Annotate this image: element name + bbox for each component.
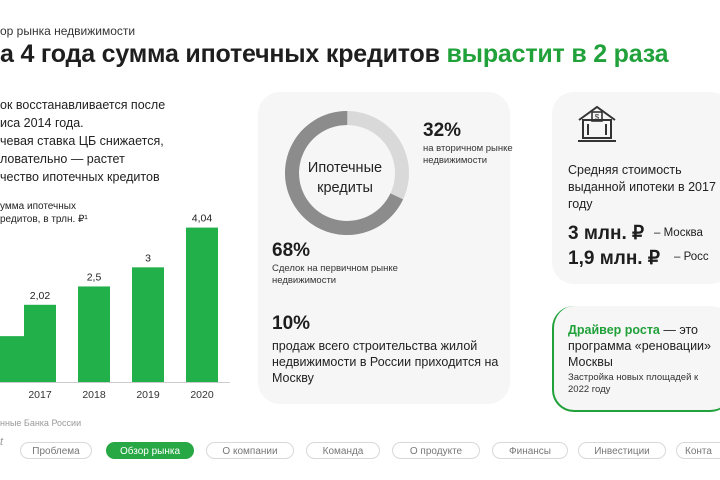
secondary-market-text: на вторичном рынке недвижимости: [423, 143, 513, 166]
growth-driver-rest: — это программа «реновации» Москвы: [568, 323, 711, 369]
russia-cost-label: – Росс: [674, 251, 709, 263]
bar-partial: [0, 336, 24, 382]
bar-value-label: 2,5: [87, 271, 102, 283]
moscow-share-text: продаж всего строительства жилой недвижи…: [272, 339, 499, 385]
growth-driver-highlight: Драйвер роста: [568, 323, 660, 337]
bar-2017: [24, 304, 56, 382]
intro-text: ок восстанавливается после иса 2014 года…: [0, 96, 200, 186]
intro-line: чевая ставка ЦБ снижается,: [0, 134, 164, 148]
x-tick-label: 2020: [190, 389, 214, 401]
nav-tab-about-product[interactable]: О продукте: [392, 442, 480, 459]
page-headline: а 4 года сумма ипотечных кредитов выраст…: [0, 40, 669, 69]
bar-2018: [78, 286, 110, 382]
donut-center-line: кредиты: [317, 180, 373, 196]
primary-market-text: Сделок на первичном рынке недвижимости: [272, 263, 398, 286]
cost-title: Средняя стоимость выданной ипотеки в 201…: [568, 163, 716, 211]
donut-segment-primary: [285, 111, 409, 235]
bank-house-icon: $: [578, 105, 616, 142]
headline-accent: вырастит в 2 раза: [446, 40, 669, 68]
growth-driver-title: Драйвер роста — это программа «реновации…: [568, 322, 718, 370]
moscow-cost-label: – Москва: [654, 227, 703, 239]
bar-value-label: 2,02: [30, 290, 51, 302]
nav-tab-team[interactable]: Команда: [306, 442, 380, 459]
moscow-share-pct: 10%: [272, 313, 311, 334]
chart-title-line: умма ипотечных: [0, 201, 76, 212]
bar-value-label: 4,04: [192, 213, 213, 225]
nav-tab-finance[interactable]: Финансы: [492, 442, 568, 459]
growth-driver-subtitle: Застройка новых площадей к 2022 году: [568, 372, 699, 395]
intro-line: ловательно — растет: [0, 152, 125, 166]
moscow-cost-value: 3 млн. ₽: [568, 223, 645, 244]
growth-driver-accent: [552, 306, 720, 412]
nav-tab-contacts[interactable]: Конта: [676, 442, 720, 459]
headline-main: а 4 года сумма ипотечных кредитов: [0, 40, 447, 68]
nav-tab-investments[interactable]: Инвестиции: [578, 442, 666, 459]
bar-2019: [132, 267, 164, 382]
nav-tab-about-company[interactable]: О компании: [206, 442, 294, 459]
russia-cost-value: 1,9 млн. ₽: [568, 248, 660, 269]
intro-line: иса 2014 года.: [0, 116, 84, 130]
primary-market-pct: 68%: [272, 240, 311, 261]
mortgage-bar-chart: 2,02 2017 2,5 2018 3 2019 4,04 2020: [0, 213, 230, 401]
donut-center-label: Ипотечные кредиты: [302, 158, 388, 198]
growth-driver-card: [552, 306, 720, 412]
mortgage-cost-card: [552, 92, 720, 284]
svg-text:$: $: [595, 113, 600, 122]
mortgage-donut-chart: [285, 111, 409, 235]
nav-tab-market-review[interactable]: Обзор рынка: [106, 442, 194, 459]
bar-value-label: 3: [145, 252, 151, 264]
intro-line: чество ипотечных кредитов: [0, 170, 160, 184]
donut-center-line: Ипотечные: [307, 160, 383, 176]
bar-2020: [186, 227, 218, 382]
intro-line: ок восстанавливается после: [0, 98, 166, 112]
x-tick-label: 2017: [28, 389, 52, 401]
chart-title: умма ипотечных редитов, в трлн. ₽¹: [0, 200, 88, 226]
secondary-market-pct: 32%: [423, 120, 462, 141]
nav-tab-problem[interactable]: Проблема: [20, 442, 92, 459]
section-label: ор рынка недвижимости: [0, 24, 136, 38]
chart-title-line: редитов, в трлн. ₽¹: [0, 214, 88, 225]
x-tick-label: 2019: [136, 389, 160, 401]
brand-logo: t: [0, 436, 4, 448]
source-note: нные Банка России: [0, 418, 82, 428]
x-tick-label: 2018: [82, 389, 106, 401]
